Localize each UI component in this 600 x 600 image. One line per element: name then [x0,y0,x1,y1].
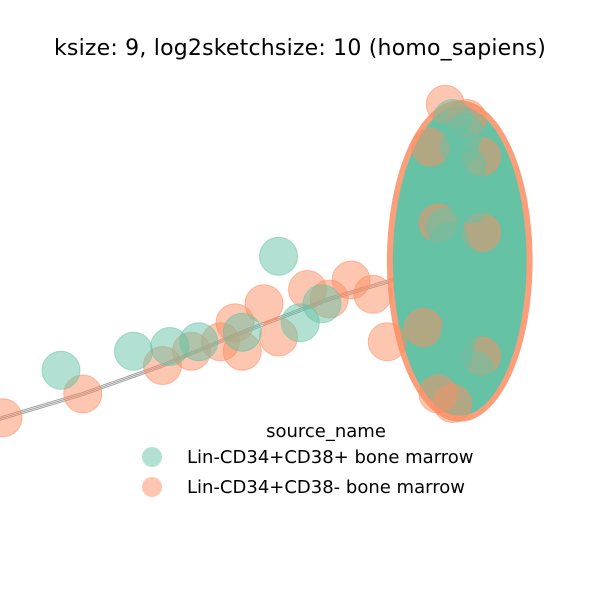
legend-label-cd38-positive: Lin-CD34+CD38+ bone marrow [187,446,474,468]
point-cd38-negative [433,384,472,423]
point-cd38-positive [41,350,81,390]
point-cd38-positive [114,331,153,371]
point-cd38-positive [302,284,342,324]
legend-swatch-cd38-positive [142,447,162,467]
point-cd38-positive [259,236,298,276]
point-cd38-positive [433,336,472,376]
point-cd38-positive [433,99,472,138]
point-cd38-positive [447,289,487,328]
point-cd38-positive [418,260,458,300]
legend-swatch-cd38-negative [142,477,162,497]
chart-title: ksize: 9, log2sketchsize: 10 (homo_sapie… [53,36,546,61]
points-layer [0,84,501,438]
point-cd38-positive [179,322,219,362]
legend-label-cd38-negative: Lin-CD34+CD38- bone marrow [187,476,465,498]
legend: source_name Lin-CD34+CD38+ bone marrow L… [140,421,520,502]
point-cd38-negative [0,398,23,438]
point-cd38-negative [367,322,407,362]
legend-item-cd38-negative: Lin-CD34+CD38- bone marrow [140,472,520,502]
point-cd38-positive [222,312,262,352]
legend-title: source_name [266,421,386,442]
point-cd38-negative [353,274,393,314]
legend-item-cd38-positive: Lin-CD34+CD38+ bone marrow [140,442,520,472]
point-cd38-negative [244,284,284,324]
